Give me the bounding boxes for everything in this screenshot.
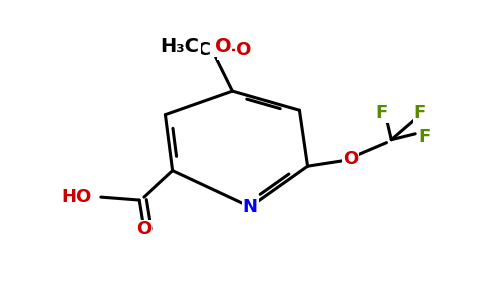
Text: F: F [419,128,431,146]
Text: H₃C: H₃C [161,38,200,56]
Text: F: F [376,104,388,122]
Text: —O: —O [218,41,252,59]
Text: H: H [196,41,211,59]
Text: O: O [214,38,231,56]
Text: F: F [414,104,426,122]
Text: H₃C: H₃C [175,41,211,59]
Text: N: N [242,198,257,216]
Text: HO: HO [61,188,91,206]
Text: O: O [136,220,151,238]
Text: O: O [343,150,358,168]
